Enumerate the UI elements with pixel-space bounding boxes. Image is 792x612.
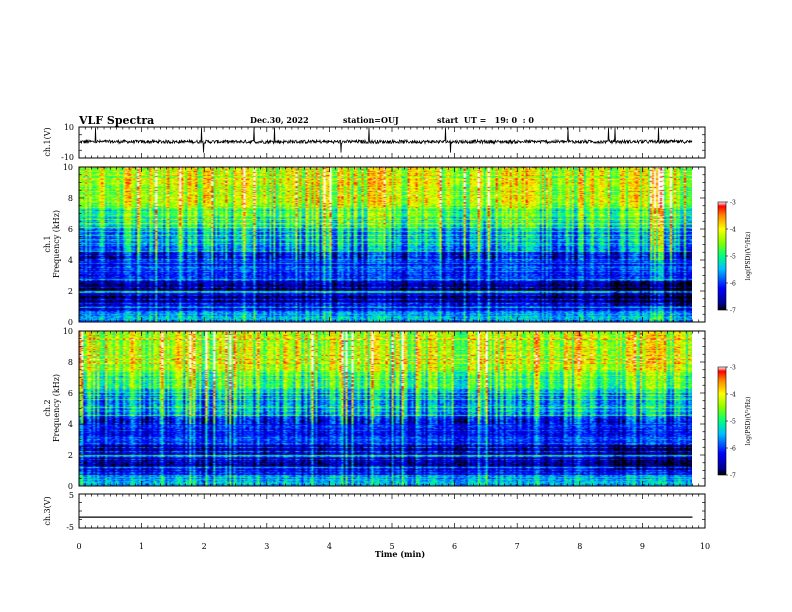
colorbar-tick-label: -6 <box>730 281 736 288</box>
time-tick-label: 4 <box>327 542 332 551</box>
ch1-waveform-panel: 10 -10 ch.1(V) <box>43 123 706 162</box>
time-tick-label: 10 <box>700 542 710 551</box>
ch2-freq-label: Frequency (kHz) <box>52 374 61 442</box>
ch2-spectrogram-image <box>79 331 692 486</box>
ch3-waveform-panel: 5 -5 ch.3(V) <box>43 491 706 532</box>
time-axis: 0 1 2 3 4 5 6 7 8 9 10 <box>76 127 710 551</box>
ch1-ytick-top: 10 <box>64 123 74 132</box>
colorbar-tick-label: -3 <box>730 200 736 207</box>
freq-tick-label: 6 <box>68 225 73 234</box>
colorbar-tick-label: -4 <box>730 392 736 399</box>
freq-tick-label: 10 <box>63 163 73 172</box>
colorbar-tick-label: -5 <box>730 254 736 261</box>
freq-tick-label: 4 <box>68 420 73 429</box>
ch1-ylabel: ch.1(V) <box>43 127 52 156</box>
freq-tick-label: 10 <box>63 327 73 336</box>
colorbar-tick-label: -7 <box>730 308 736 315</box>
colorbar-tick-label: -7 <box>730 473 736 480</box>
ch1-channel-label: ch.1 <box>43 235 52 252</box>
start-ut-label: start UT = 19: 0 : 0 <box>437 115 534 125</box>
freq-tick-label: 0 <box>68 482 73 491</box>
ch2-colorbar-label: log(PSD)(V²/Hz) <box>745 397 752 446</box>
ch2-channel-label: ch.2 <box>43 399 52 416</box>
ch1-spectrogram-image <box>79 167 692 322</box>
time-tick-label: 0 <box>76 542 81 551</box>
time-tick-label: 1 <box>139 542 144 551</box>
time-tick-label: 2 <box>202 542 207 551</box>
ch1-freq-label: Frequency (kHz) <box>52 210 61 278</box>
colorbar-tick-label: -6 <box>730 446 736 453</box>
time-tick-label: 3 <box>264 542 269 551</box>
freq-tick-label: 6 <box>68 389 73 398</box>
ch3-ticks <box>79 493 705 529</box>
time-tick-label: 8 <box>577 542 582 551</box>
freq-tick-label: 2 <box>68 451 73 460</box>
freq-tick-label: 2 <box>68 287 73 296</box>
time-axis-label: Time (min) <box>375 549 425 559</box>
ch1-ytick-bottom: -10 <box>61 153 74 162</box>
ch3-ylabel: ch.3(V) <box>43 496 52 525</box>
ch1-colorbar: -3 -4 -5 -6 -7 log(PSD)(V²/Hz) <box>717 200 752 315</box>
ch1-freq-ticks: 0 2 4 6 8 10 <box>63 163 705 327</box>
colorbar-tick-label: -5 <box>730 419 736 426</box>
freq-tick-label: 4 <box>68 256 73 265</box>
time-tick-label: 9 <box>640 542 645 551</box>
time-tick-label: 5 <box>389 542 394 551</box>
time-tick-label: 6 <box>452 542 457 551</box>
ch1-colorbar-label: log(PSD)(V²/Hz) <box>745 232 752 281</box>
ch2-colorbar-bar <box>717 366 727 476</box>
time-tick-label: 7 <box>515 542 520 551</box>
ch1-waveform-trace <box>79 127 693 153</box>
ch2-freq-ticks: 0 2 4 6 8 10 <box>63 327 705 491</box>
ch2-colorbar: -3 -4 -5 -6 -7 log(PSD)(V²/Hz) <box>717 365 752 480</box>
ch1-colorbar-bar <box>717 201 727 311</box>
freq-tick-label: 8 <box>68 358 73 367</box>
colorbar-tick-label: -3 <box>730 365 736 372</box>
freq-tick-label: 8 <box>68 194 73 203</box>
date-label: Dec.30, 2022 <box>250 115 309 125</box>
ch1-ticks <box>79 126 705 159</box>
ch3-ytick-bottom: -5 <box>66 523 74 532</box>
ch1-spectrogram-panel: 0 2 4 6 8 10 ch.1 Frequency (kHz) <box>43 163 706 327</box>
freq-tick-label: 0 <box>68 318 73 327</box>
ch2-spectrogram-panel: 0 2 4 6 8 10 ch.2 Frequency (kHz) <box>43 327 706 491</box>
figure-title: VLF Spectra <box>78 114 154 127</box>
colorbar-tick-label: -4 <box>730 227 736 234</box>
station-label: station=OUJ <box>343 115 399 125</box>
ch3-ytick-top: 5 <box>69 491 74 500</box>
